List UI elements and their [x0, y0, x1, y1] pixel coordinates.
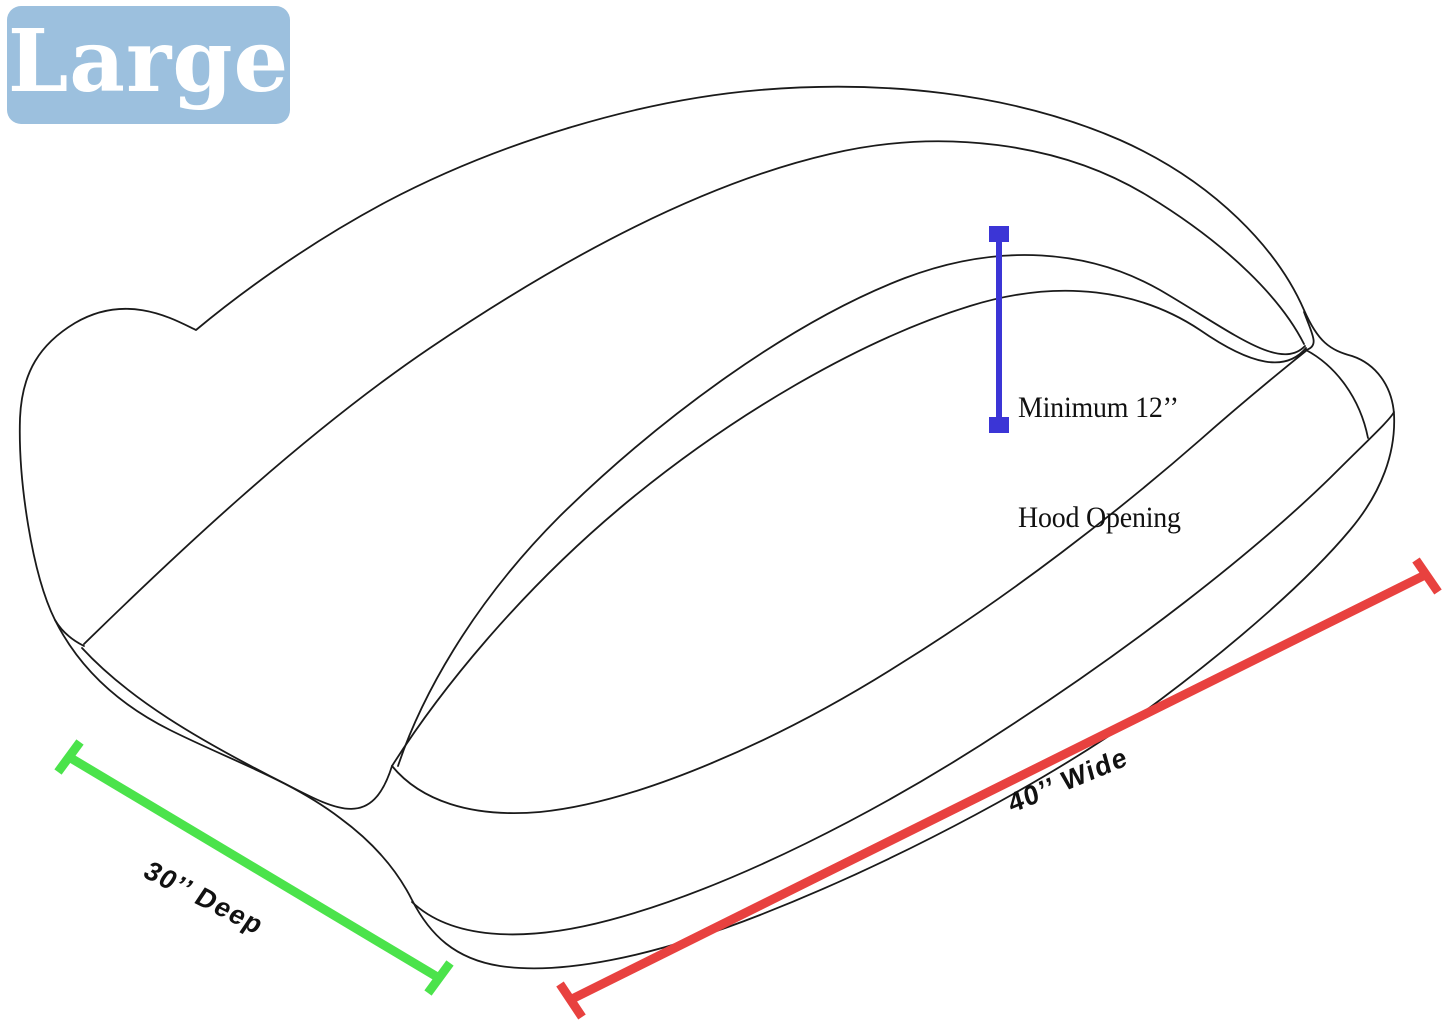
left-corner-fold — [54, 619, 85, 647]
base-rim — [411, 411, 1395, 936]
hood-opening-dimension — [989, 226, 1009, 433]
lid-ridge-outer — [83, 140, 1305, 645]
width-line — [569, 569, 1430, 1004]
lid-ridge-inner — [397, 254, 1306, 767]
depth-dimension — [54, 739, 454, 996]
hood-opening-cap-bottom — [989, 417, 1009, 433]
front-lower-lip — [391, 349, 1308, 814]
width-cap-right — [1412, 557, 1442, 595]
size-badge-label: Large — [7, 11, 290, 112]
body-parting-line — [81, 647, 393, 810]
cargo-box-outline — [18, 85, 1396, 970]
width-dimension — [556, 557, 1442, 1020]
hood-opening-annotation: Minimum 12’’ Hood Opening — [1018, 316, 1181, 611]
depth-cap-left — [54, 739, 84, 775]
width-cap-left — [556, 981, 586, 1020]
hood-opening-cap-top — [989, 226, 1009, 242]
depth-cap-right — [424, 960, 454, 996]
shell-crease — [391, 289, 1307, 767]
hood-opening-line-1: Minimum 12’’ — [1018, 390, 1179, 424]
right-corner-fold — [1303, 311, 1369, 439]
box-outer-silhouette — [18, 85, 1396, 970]
size-badge: Large — [7, 6, 290, 124]
depth-line — [66, 753, 442, 982]
hood-opening-line-2: Hood Opening — [1018, 501, 1181, 535]
